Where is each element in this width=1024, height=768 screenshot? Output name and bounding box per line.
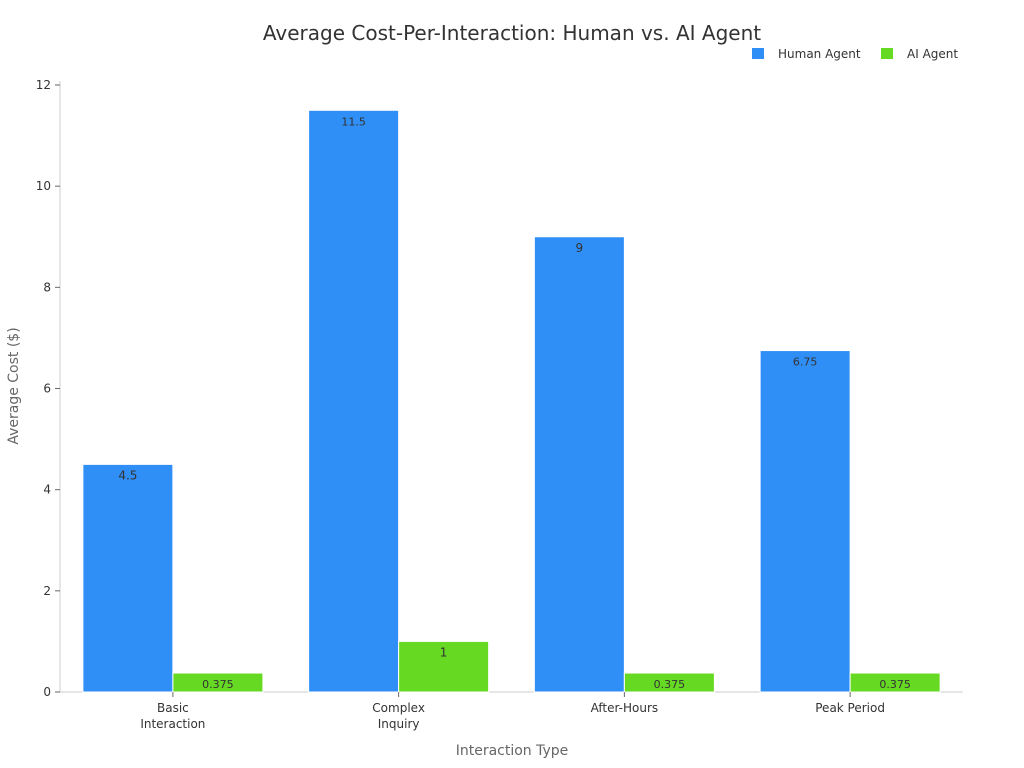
- y-tick-label: 8: [43, 280, 51, 294]
- bar-value-label: 6.75: [793, 356, 818, 369]
- legend: Human Agent AI Agent: [752, 47, 958, 61]
- legend-label-ai: AI Agent: [907, 47, 958, 61]
- y-tick-label: 0: [43, 685, 51, 699]
- x-tick-label-line: Basic: [157, 701, 189, 715]
- x-tick-label: After-Hours: [591, 701, 659, 715]
- bar-value-label: 0.375: [654, 678, 686, 691]
- y-tick-label: 10: [36, 179, 51, 193]
- bar-human-0: [82, 463, 174, 693]
- bar-value-label: 0.375: [202, 678, 234, 691]
- bar-ai-2: [623, 672, 715, 693]
- plot-area: 0 2 4 6 8 10 12 4.5 0.375 Basic Interaction 11.5 1 Co…: [36, 78, 963, 731]
- y-tick-label: 2: [43, 584, 51, 598]
- bar-human-2: [533, 236, 625, 693]
- y-tick-label: 12: [36, 78, 51, 92]
- bar-ai-3: [849, 672, 941, 693]
- y-tick-label: 6: [43, 382, 51, 396]
- bar-value-label: 1: [440, 645, 448, 659]
- x-tick-label: Basic Interaction: [140, 701, 205, 731]
- legend-swatch-ai: [881, 48, 893, 59]
- legend-swatch-human: [752, 48, 764, 59]
- x-tick-label-line: Peak Period: [815, 701, 885, 715]
- bar-value-label: 9: [576, 241, 584, 255]
- bar-human-3: [759, 350, 851, 693]
- legend-label-human: Human Agent: [778, 47, 861, 61]
- y-tick-label: 4: [43, 483, 51, 497]
- chart-title: Average Cost-Per-Interaction: Human vs. …: [263, 21, 761, 45]
- x-tick-label: Complex Inquiry: [372, 701, 425, 731]
- bar-value-label: 11.5: [341, 115, 366, 128]
- x-tick-label-line: After-Hours: [591, 701, 659, 715]
- x-tick-label: Peak Period: [815, 701, 885, 715]
- bar-human-1: [308, 109, 400, 693]
- x-tick-label-line: Complex: [372, 701, 425, 715]
- bar-ai-0: [172, 672, 264, 693]
- x-axis-title: Interaction Type: [456, 743, 569, 759]
- x-tick-label-line: Interaction: [140, 717, 205, 731]
- bar-ai-1: [398, 640, 490, 693]
- bar-value-label: 0.375: [879, 678, 911, 691]
- bar-value-label: 4.5: [118, 468, 137, 482]
- y-axis-title: Average Cost ($): [6, 327, 22, 444]
- x-tick-label-line: Inquiry: [378, 717, 420, 731]
